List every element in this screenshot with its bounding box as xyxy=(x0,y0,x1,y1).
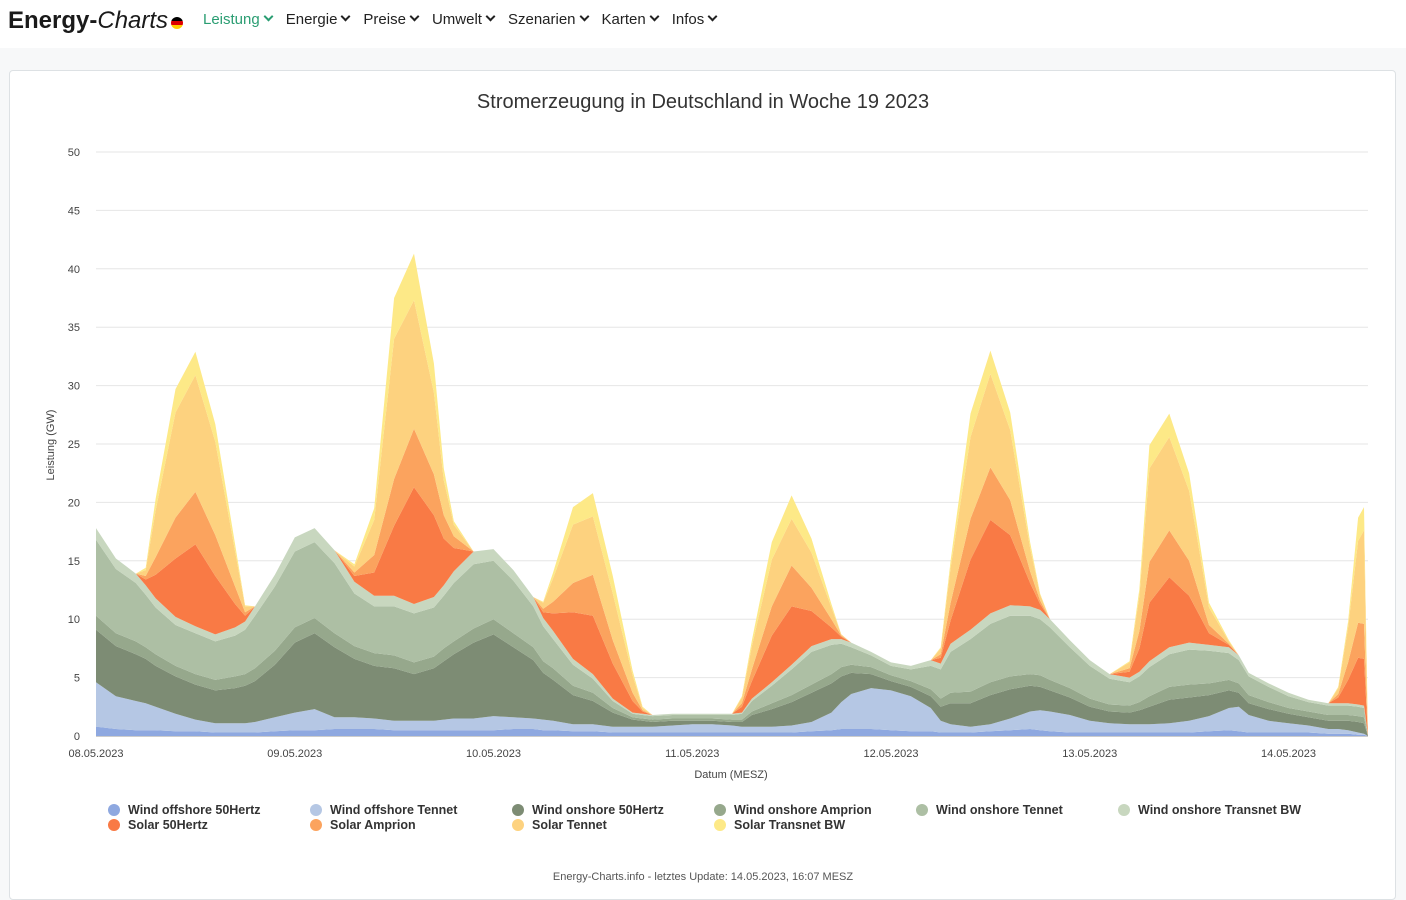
y-tick-label: 15 xyxy=(68,556,80,568)
legend-label: Solar Tennet xyxy=(532,818,607,832)
y-tick-label: 0 xyxy=(74,731,80,743)
legend-dot-icon xyxy=(512,804,524,816)
y-tick-label: 40 xyxy=(68,264,80,276)
area-wind-offshore-tennet[interactable] xyxy=(96,682,1368,736)
legend-dot-icon xyxy=(916,804,928,816)
legend-dot-icon xyxy=(512,819,524,831)
menu-energie[interactable]: Energie xyxy=(286,11,351,29)
legend-label: Wind onshore Tennet xyxy=(936,803,1063,817)
legend-dot-icon xyxy=(108,819,120,831)
y-tick-label: 5 xyxy=(74,673,80,685)
y-tick-label: 25 xyxy=(68,439,80,451)
x-tick-label: 10.05.2023 xyxy=(466,748,521,760)
y-tick-label: 20 xyxy=(68,497,80,509)
x-tick-label: 09.05.2023 xyxy=(267,748,322,760)
legend-item-solar-tennet[interactable]: Solar Tennet xyxy=(512,818,607,833)
legend-dot-icon xyxy=(310,819,322,831)
x-axis-label: Datum (MESZ) xyxy=(694,769,767,781)
legend-item-wind-onshore-transnet-bw[interactable]: Wind onshore Transnet BW xyxy=(1118,803,1301,818)
y-tick-label: 30 xyxy=(68,381,80,393)
legend-label: Solar Amprion xyxy=(330,818,416,832)
y-axis-ticks: 0 5 10 15 20 25 30 35 40 45 50 xyxy=(68,147,80,743)
legend-label: Wind onshore Amprion xyxy=(734,803,872,817)
area-wind-onshore-50hertz[interactable] xyxy=(96,629,1368,736)
legend-item-wind-onshore-50hertz[interactable]: Wind onshore 50Hertz xyxy=(512,803,664,818)
menu-preise[interactable]: Preise xyxy=(363,11,420,29)
legend-label: Wind onshore Transnet BW xyxy=(1138,803,1302,817)
area-solar-50hertz[interactable] xyxy=(96,487,1368,736)
legend-label: Solar Transnet BW xyxy=(734,818,846,832)
menu-infos[interactable]: Infos xyxy=(672,11,718,29)
y-tick-label: 50 xyxy=(68,147,80,159)
main-menu: Leistung Energie Preise Umwelt Szenarien… xyxy=(203,11,730,29)
brand-logo[interactable]: Energy-Charts xyxy=(8,6,184,36)
legend-dot-icon xyxy=(310,804,322,816)
x-tick-label: 08.05.2023 xyxy=(68,748,123,760)
legend-item-wind-onshore-amprion[interactable]: Wind onshore Amprion xyxy=(714,803,872,818)
legend-item-solar-transnet-bw[interactable]: Solar Transnet BW xyxy=(714,818,845,833)
legend-item-wind-offshore-tennet[interactable]: Wind offshore Tennet xyxy=(310,803,457,818)
y-tick-label: 10 xyxy=(68,614,80,626)
chart-title: Stromerzeugung in Deutschland in Woche 1… xyxy=(476,91,930,113)
stacked-area-chart[interactable]: 0 5 10 15 20 25 30 35 40 45 50 08.05.2023 09.05.202… xyxy=(0,0,1406,800)
legend-dot-icon xyxy=(1118,804,1130,816)
menu-karten[interactable]: Karten xyxy=(602,11,660,29)
y-tick-label: 35 xyxy=(68,322,80,334)
legend-label: Solar 50Hertz xyxy=(128,818,208,832)
x-tick-label: 11.05.2023 xyxy=(665,748,719,760)
x-tick-label: 14.05.2023 xyxy=(1261,748,1316,760)
menu-leistung[interactable]: Leistung xyxy=(203,11,274,29)
legend-item-solar-amprion[interactable]: Solar Amprion xyxy=(310,818,416,833)
y-tick-label: 45 xyxy=(68,205,80,217)
germany-flag-icon xyxy=(171,17,184,29)
legend-dot-icon xyxy=(108,804,120,816)
area-series xyxy=(96,253,1368,736)
top-navbar: Energy-Charts Leistung Energie Preise Um… xyxy=(0,0,1406,48)
footer-update-note: Energy-Charts.info - letztes Update: 14.… xyxy=(552,871,854,883)
menu-szenarien[interactable]: Szenarien xyxy=(508,11,589,29)
legend-item-wind-onshore-tennet[interactable]: Wind onshore Tennet xyxy=(916,803,1063,818)
area-solar-tennet[interactable] xyxy=(96,300,1368,736)
legend-label: Wind onshore 50Hertz xyxy=(532,803,664,817)
area-wind-onshore-tennet[interactable] xyxy=(96,539,1368,736)
legend-item-wind-offshore-50hertz[interactable]: Wind offshore 50Hertz xyxy=(108,803,261,818)
legend-dot-icon xyxy=(714,804,726,816)
x-tick-label: 13.05.2023 xyxy=(1062,748,1117,760)
legend-item-solar-50hertz[interactable]: Solar 50Hertz xyxy=(108,818,208,833)
legend-dot-icon xyxy=(714,819,726,831)
legend-label: Wind offshore Tennet xyxy=(330,803,458,817)
y-axis-label: Leistung (GW) xyxy=(45,410,57,481)
x-axis-ticks: 08.05.2023 09.05.2023 10.05.2023 11.05.2023… xyxy=(68,748,1316,760)
legend-label: Wind offshore 50Hertz xyxy=(128,803,261,817)
menu-umwelt[interactable]: Umwelt xyxy=(432,11,496,29)
x-tick-label: 12.05.2023 xyxy=(863,748,918,760)
area-wind-offshore-50hertz[interactable] xyxy=(96,726,1368,736)
